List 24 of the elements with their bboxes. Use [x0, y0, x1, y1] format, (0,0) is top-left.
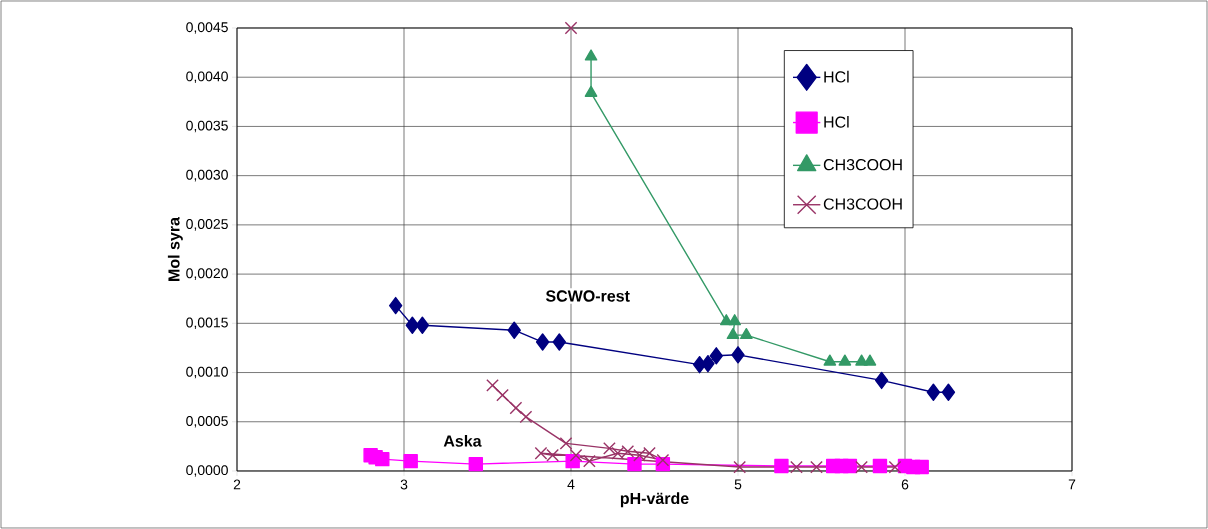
y-tick-label: 0,0030	[186, 169, 228, 182]
y-tick-label: 0,0040	[186, 71, 228, 83]
x-tick-label: 3	[400, 479, 408, 490]
legend-label: HCl	[824, 116, 849, 128]
legend-label: HCl	[824, 70, 849, 83]
y-tick-label: 0,0035	[186, 120, 228, 133]
legend-label: CH3COOH	[823, 159, 902, 171]
annotation: SCWO-rest	[545, 290, 630, 302]
y-tick-label: 0,0000	[186, 465, 228, 477]
x-tick-label: 7	[1068, 479, 1076, 490]
y-axis-title: Mol syra	[167, 216, 183, 281]
x-tick-label: 2	[233, 479, 241, 490]
x-tick-label: 5	[734, 479, 742, 490]
y-tick-label: 0,0010	[186, 366, 228, 379]
y-tick-label: 0,0015	[186, 317, 228, 330]
y-tick-label: 0,0025	[186, 219, 228, 231]
y-tick-label: 0,0020	[186, 268, 228, 280]
annotation: Aska	[443, 434, 482, 447]
x-tick-label: 6	[901, 479, 909, 490]
x-axis-title: pH-värde	[620, 492, 689, 508]
y-tick-label: 0,0045	[186, 22, 228, 34]
x-tick-label: 4	[567, 479, 575, 490]
y-tick-label: 0,0005	[186, 415, 228, 428]
legend-label: CH3COOH	[823, 198, 902, 210]
